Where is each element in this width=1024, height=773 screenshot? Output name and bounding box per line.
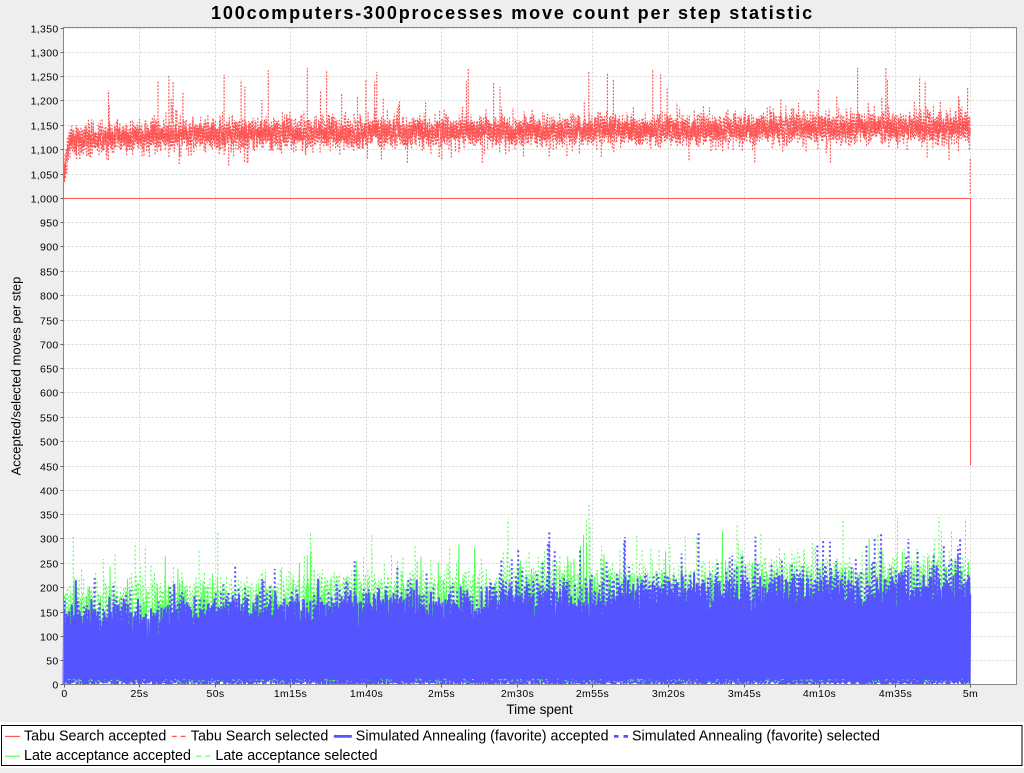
- svg-text:400: 400: [40, 486, 59, 498]
- svg-text:900: 900: [40, 242, 59, 254]
- svg-text:2m5s: 2m5s: [428, 688, 455, 700]
- svg-text:2m55s: 2m55s: [576, 688, 609, 700]
- svg-text:Simulated Annealing (favorite): Simulated Annealing (favorite) accepted: [356, 728, 609, 744]
- svg-text:1,000: 1,000: [31, 194, 59, 206]
- svg-text:550: 550: [40, 413, 59, 425]
- svg-text:4m35s: 4m35s: [879, 688, 912, 700]
- svg-text:600: 600: [40, 388, 59, 400]
- svg-text:Time spent: Time spent: [506, 702, 573, 717]
- svg-text:1,100: 1,100: [31, 145, 59, 157]
- svg-text:3m45s: 3m45s: [728, 688, 761, 700]
- svg-text:250: 250: [40, 559, 59, 571]
- svg-text:1,050: 1,050: [31, 170, 59, 182]
- svg-text:300: 300: [40, 534, 59, 546]
- svg-text:850: 850: [40, 267, 59, 279]
- svg-text:1,350: 1,350: [31, 24, 59, 36]
- svg-text:3m20s: 3m20s: [652, 688, 685, 700]
- svg-text:200: 200: [40, 583, 59, 595]
- svg-text:100computers-300processes move: 100computers-300processes move count per…: [211, 3, 814, 23]
- svg-text:50s: 50s: [207, 688, 225, 700]
- svg-text:50: 50: [46, 656, 58, 668]
- svg-text:0: 0: [52, 680, 58, 692]
- svg-text:5m: 5m: [963, 688, 978, 700]
- svg-text:25s: 25s: [131, 688, 149, 700]
- svg-text:Accepted/selected moves per st: Accepted/selected moves per step: [9, 277, 24, 476]
- svg-text:Late acceptance accepted: Late acceptance accepted: [24, 748, 191, 764]
- svg-text:1m15s: 1m15s: [274, 688, 307, 700]
- svg-text:950: 950: [40, 218, 59, 230]
- svg-text:2m30s: 2m30s: [501, 688, 534, 700]
- svg-text:0: 0: [61, 688, 67, 700]
- svg-text:1,250: 1,250: [31, 72, 59, 84]
- svg-text:1,200: 1,200: [31, 96, 59, 108]
- svg-text:750: 750: [40, 316, 59, 328]
- svg-text:150: 150: [40, 608, 59, 620]
- svg-text:700: 700: [40, 340, 59, 352]
- svg-text:Simulated Annealing (favorite): Simulated Annealing (favorite) selected: [632, 728, 880, 744]
- svg-text:4m10s: 4m10s: [803, 688, 836, 700]
- svg-text:Tabu Search selected: Tabu Search selected: [191, 728, 329, 744]
- svg-text:1m40s: 1m40s: [350, 688, 383, 700]
- svg-text:350: 350: [40, 510, 59, 522]
- svg-text:650: 650: [40, 364, 59, 376]
- svg-text:Late acceptance selected: Late acceptance selected: [215, 748, 377, 764]
- svg-text:1,150: 1,150: [31, 121, 59, 133]
- svg-text:800: 800: [40, 291, 59, 303]
- svg-text:1,300: 1,300: [31, 48, 59, 60]
- svg-text:450: 450: [40, 462, 59, 474]
- svg-text:Tabu Search accepted: Tabu Search accepted: [24, 728, 166, 744]
- svg-text:100: 100: [40, 632, 59, 644]
- svg-text:500: 500: [40, 437, 59, 449]
